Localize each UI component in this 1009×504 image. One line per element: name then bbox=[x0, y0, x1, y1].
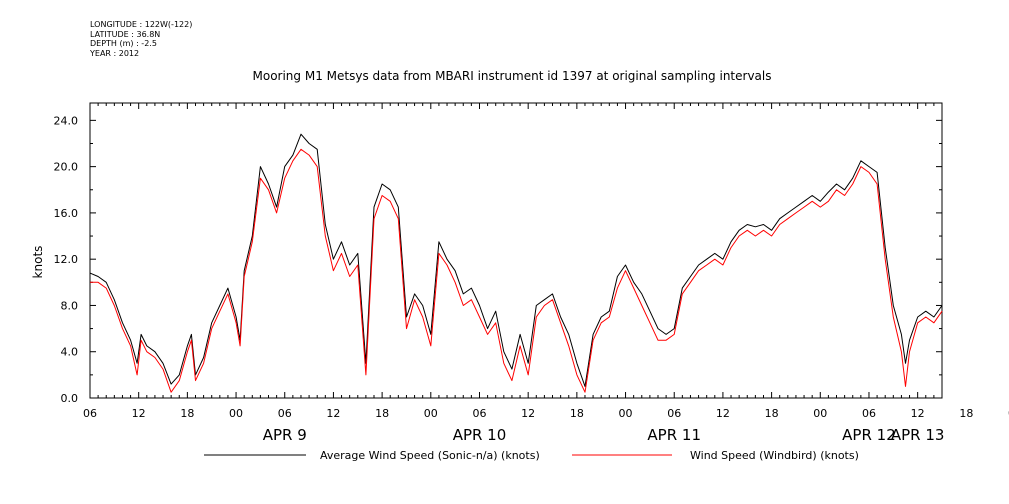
depth-label: DEPTH (m) : -2.5 bbox=[90, 39, 157, 48]
legend: Average Wind Speed (Sonic-n/a) (knots) Wi… bbox=[204, 449, 859, 462]
y-tick-label: 0.0 bbox=[61, 392, 79, 405]
legend-label: Average Wind Speed (Sonic-n/a) (knots) bbox=[320, 449, 540, 462]
y-tick-label: 4.0 bbox=[61, 346, 79, 359]
x-tick-labels: 0612180006121800061218000612180006121800 bbox=[83, 407, 1009, 420]
x-tick-label: 00 bbox=[813, 407, 827, 420]
day-label: APR 9 bbox=[263, 426, 307, 444]
x-tick-label: 06 bbox=[278, 407, 292, 420]
metadata-block: LONGITUDE : 122W(-122) LATITUDE : 36.8N … bbox=[90, 20, 192, 58]
y-tick-label: 20.0 bbox=[54, 161, 79, 174]
x-tick-label: 00 bbox=[424, 407, 438, 420]
series-line-1 bbox=[90, 148, 943, 393]
day-label: APR 13 bbox=[891, 426, 945, 444]
x-tick-label: 18 bbox=[570, 407, 584, 420]
y-axis-label: knots bbox=[31, 246, 45, 279]
y-tick-labels: 0.0 4.0 8.0 12.0 16.0 20.0 24.0 bbox=[54, 114, 79, 405]
day-label: APR 12 bbox=[842, 426, 896, 444]
longitude-label: LONGITUDE : 122W(-122) bbox=[90, 20, 193, 29]
x-tick-label: 06 bbox=[83, 407, 97, 420]
y-tick-label: 16.0 bbox=[54, 207, 79, 220]
x-tick-label: 00 bbox=[619, 407, 633, 420]
x-tick-label: 18 bbox=[959, 407, 973, 420]
x-tick-label: 12 bbox=[716, 407, 730, 420]
x-tick-label: 12 bbox=[326, 407, 340, 420]
x-tick-label: 18 bbox=[375, 407, 389, 420]
x-tick-label: 18 bbox=[765, 407, 779, 420]
series-layer bbox=[89, 133, 943, 393]
y-tick-label: 24.0 bbox=[54, 114, 79, 127]
legend-label: Wind Speed (Windbird) (knots) bbox=[690, 449, 859, 462]
series-line-0 bbox=[89, 133, 943, 387]
x-tick-label: 06 bbox=[472, 407, 486, 420]
x-tick-label: 12 bbox=[521, 407, 535, 420]
axis-ticks bbox=[89, 103, 943, 399]
day-label: APR 11 bbox=[647, 426, 701, 444]
year-label: YEAR : 2012 bbox=[90, 48, 140, 58]
x-tick-label: 12 bbox=[132, 407, 146, 420]
x-tick-label: 06 bbox=[862, 407, 876, 420]
y-tick-label: 8.0 bbox=[61, 299, 79, 312]
x-tick-label: 06 bbox=[667, 407, 681, 420]
latitude-label: LATITUDE : 36.8N bbox=[90, 29, 161, 39]
x-tick-label: 00 bbox=[229, 407, 243, 420]
y-tick-label: 12.0 bbox=[54, 253, 79, 266]
plot-frame bbox=[89, 102, 943, 399]
day-label: APR 10 bbox=[453, 426, 507, 444]
x-tick-label: 18 bbox=[180, 407, 194, 420]
x-tick-label: 12 bbox=[911, 407, 925, 420]
chart-title: Mooring M1 Metsys data from MBARI instru… bbox=[253, 69, 772, 83]
